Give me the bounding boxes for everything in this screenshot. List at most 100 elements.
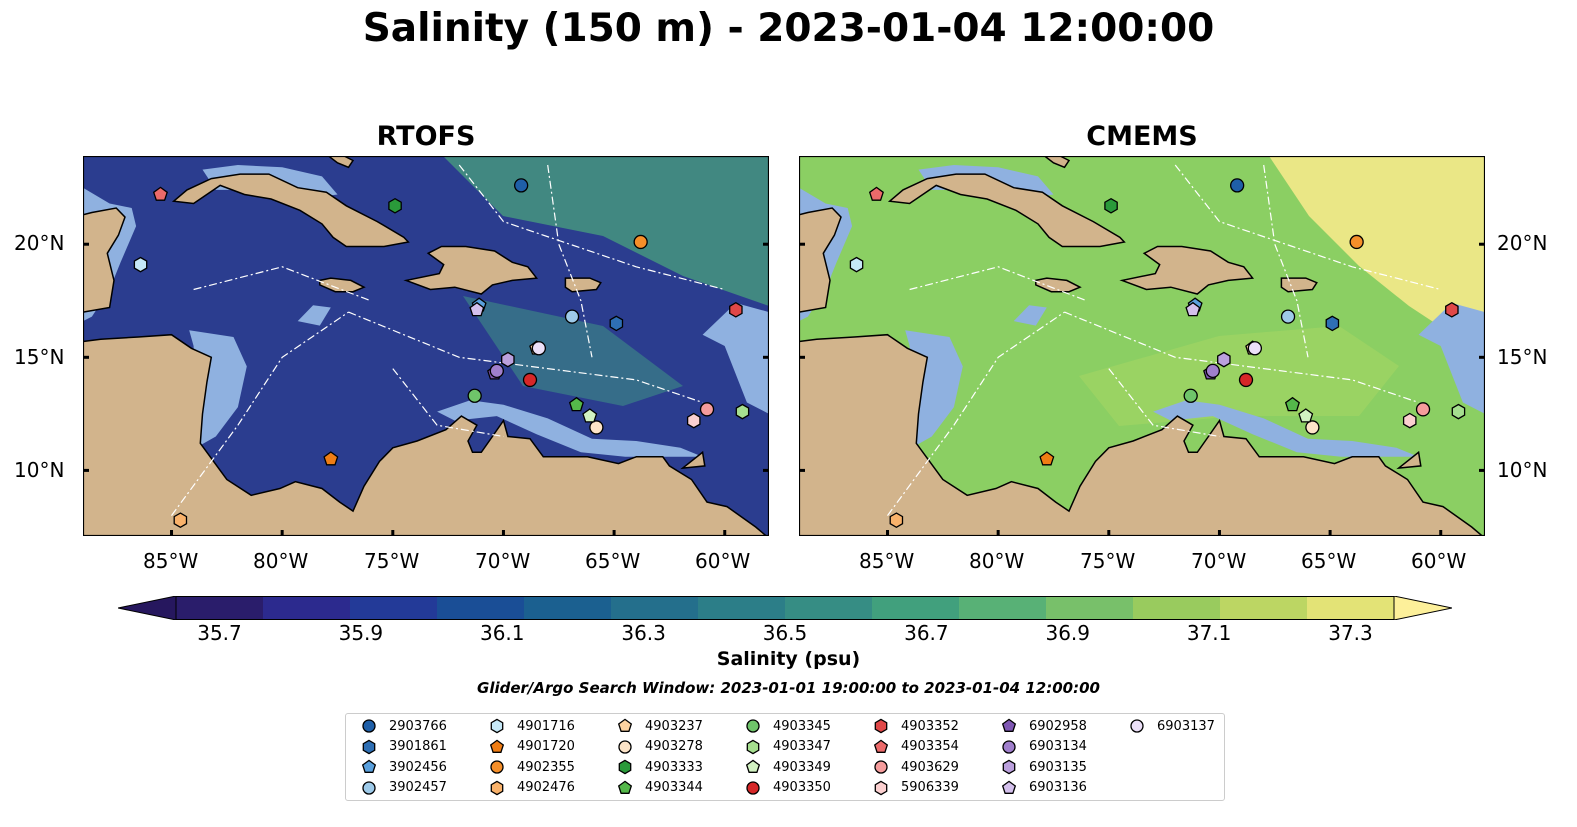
pentagon-marker-icon: [617, 780, 633, 794]
circle-marker-icon: [618, 739, 632, 754]
high-salinity-region: [443, 156, 769, 306]
colorbar-segment: [176, 596, 264, 620]
colorbar-segment: [263, 596, 351, 620]
lon-label-75w-right: 75°W: [1080, 549, 1136, 573]
land-mass: [1280, 277, 1318, 293]
float-marker-4903629: [699, 402, 715, 417]
circle-marker-icon: [1002, 739, 1016, 754]
lon-label-65w-right: 65°W: [1301, 549, 1357, 573]
float-marker-4903278: [589, 420, 604, 435]
float-marker-4903333: [388, 197, 402, 214]
hexagon-marker-icon: [1002, 759, 1016, 775]
pentagon-marker-icon: [617, 718, 633, 732]
legend-label: 4903347: [773, 739, 831, 754]
float-marker-4901720: [1039, 451, 1055, 466]
float-marker-6903135: [501, 351, 515, 368]
float-marker-4903629: [1415, 402, 1431, 417]
legend-item-4903352: 4903352: [873, 716, 959, 736]
mid-salinity-region: [1079, 326, 1399, 426]
map-rtofs: [83, 156, 769, 536]
legend-item-4902476: 4902476: [489, 778, 575, 798]
land-mass: [83, 333, 769, 536]
legend-label: 4903345: [773, 718, 831, 734]
lon-label-85w-right: 85°W: [859, 549, 915, 573]
legend-label: 4903350: [773, 780, 831, 795]
legend-item-3902456: 3902456: [361, 757, 447, 777]
lon-label-60w-left: 60°W: [695, 549, 751, 573]
legend-label: 4902476: [517, 780, 575, 795]
colorbar-segment: [1307, 596, 1395, 620]
float-legend: 2903766 3901861 3902456 3902457 4901716 49017…: [345, 713, 1225, 801]
float-marker-4902476: [173, 512, 188, 529]
legend-label: 4903278: [645, 739, 703, 754]
colorbar-tick-label: 36.3: [621, 621, 666, 645]
legend-item-5906339: 5906339: [873, 778, 959, 798]
colorbar-frame: [175, 596, 1395, 620]
float-marker-5906339: [686, 412, 701, 429]
colorbar-segment: [698, 596, 786, 620]
boundary-line: [1064, 311, 1419, 404]
lon-label-75w-left: 75°W: [364, 549, 420, 573]
legend-label: 4901716: [517, 718, 575, 734]
boundary-line: [909, 266, 1087, 302]
legend-item-6903135: 6903135: [1001, 757, 1087, 777]
legend-item-4903349: 4903349: [745, 757, 831, 777]
land-mass: [1043, 156, 1071, 169]
colorbar-segment: [1133, 596, 1221, 620]
float-marker-3902457: [1280, 309, 1296, 324]
circle-marker-icon: [362, 780, 376, 795]
legend-label: 5906339: [901, 780, 959, 795]
float-marker-6903134: [1205, 363, 1220, 379]
legend-label: 3902457: [389, 780, 447, 795]
land-mass: [319, 277, 366, 293]
legend-label: 3902456: [389, 759, 447, 775]
float-marker-4902476: [889, 512, 904, 529]
figure-title: Salinity (150 m) - 2023-01-04 12:00:00: [362, 6, 1215, 51]
land-mass: [887, 173, 1126, 248]
float-marker-4903352: [729, 301, 743, 318]
colorbar-segment: [959, 596, 1047, 620]
float-marker-4902355: [633, 234, 648, 250]
hexagon-marker-icon: [874, 780, 888, 795]
legend-item-6903134: 6903134: [1001, 737, 1087, 757]
float-marker-4903347: [735, 403, 750, 420]
colorbar-label: Salinity (psu): [716, 648, 861, 670]
colorbar-segment: [437, 596, 525, 620]
colorbar-segment: [1220, 596, 1308, 620]
legend-item-4903278: 4903278: [617, 737, 703, 757]
shelf-area: [702, 303, 769, 414]
lat-label-10n-left: 10°N: [14, 458, 65, 482]
float-marker-6903136: [1185, 301, 1201, 317]
colorbar-segment: [1046, 596, 1134, 620]
colorbar-segment: [785, 596, 873, 620]
legend-label: 4903352: [901, 718, 959, 734]
pentagon-marker-icon: [361, 759, 377, 773]
float-marker-4903349: [582, 408, 598, 423]
lon-label-80w-right: 80°W: [969, 549, 1025, 573]
legend-label: 6903135: [1029, 759, 1087, 775]
boundary-line: [1263, 164, 1309, 358]
pentagon-marker-icon: [1001, 780, 1017, 794]
colorbar-under-extend: [118, 596, 177, 620]
circle-marker-icon: [1130, 719, 1144, 733]
pentagon-marker-icon: [1001, 718, 1017, 732]
float-marker-4903278: [1305, 420, 1320, 435]
colorbar-tick-label: 37.3: [1328, 621, 1373, 645]
float-marker-3901861: [1325, 315, 1340, 332]
colorbar-tick-label: 36.1: [479, 621, 525, 645]
pentagon-marker-icon: [873, 739, 889, 753]
land-mass: [1119, 245, 1255, 295]
hexagon-marker-icon: [618, 759, 632, 775]
legend-label: 4902355: [517, 759, 575, 775]
shelf-area: [1013, 305, 1047, 326]
legend-label: 4903237: [645, 718, 703, 734]
boundary-line: [1174, 164, 1441, 291]
land-mass: [327, 156, 355, 169]
legend-label: 6903137: [1157, 718, 1215, 734]
circle-marker-icon: [362, 719, 376, 733]
legend-label: 4901720: [517, 739, 575, 754]
panel-title-rtofs: RTOFS: [376, 121, 476, 152]
legend-label: 4903629: [901, 759, 959, 775]
boundary-line: [392, 368, 504, 438]
legend-item-4903347: 4903347: [745, 737, 831, 757]
